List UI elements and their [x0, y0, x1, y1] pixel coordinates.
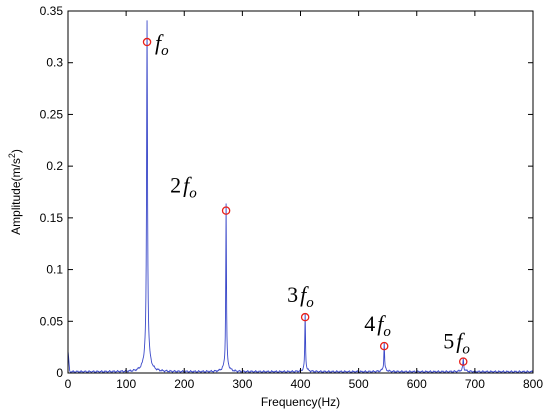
y-tick-label: 0.2 [46, 159, 63, 173]
peak-label-multiplier: 5 [443, 329, 454, 354]
axes-layer [67, 10, 534, 374]
peak-label-symbol: f [300, 282, 309, 307]
peak-label-5: 5fo [443, 329, 470, 358]
peak-marker-3 [300, 312, 310, 322]
x-tick-label: 300 [232, 377, 252, 391]
x-tick-label: 600 [407, 377, 427, 391]
spectrum-line [67, 20, 534, 374]
y-tick-layer: 0 0.05 0.1 0.15 0.2 0.25 0.3 0.35 [40, 4, 533, 380]
x-axis-title: Frequency(Hz) [261, 395, 340, 409]
plot-frame [67, 10, 534, 374]
peak-label-subscript: o [462, 342, 470, 358]
peak-label-symbol: f [377, 311, 386, 336]
peak-label-2: 2fo [170, 173, 197, 202]
y-axis-title-superscript: 2 [7, 153, 17, 158]
peak-marker-1 [142, 37, 152, 47]
x-tick-label: 100 [116, 377, 136, 391]
peak-label-multiplier: 4 [364, 311, 375, 336]
y-tick-label: 0.05 [40, 314, 64, 328]
peak-label-symbol: f [456, 329, 465, 354]
peak-marker-4 [379, 341, 389, 351]
peak-marker-5 [458, 357, 468, 366]
peak-label-multiplier: 2 [170, 173, 181, 198]
peak-label-subscript: o [306, 295, 314, 311]
spectrum-line-layer [67, 20, 534, 374]
peak-label-subscript: o [161, 43, 169, 59]
peak-label-4: 4fo [364, 311, 391, 340]
y-axis-title: Amplitude(m/s2) [7, 149, 23, 235]
y-tick-label: 0.15 [40, 211, 64, 225]
y-tick-label: 0.35 [40, 4, 64, 18]
y-tick-label: 0.1 [46, 263, 63, 277]
peak-label-symbol: f [155, 30, 164, 55]
peak-marker-2 [221, 206, 231, 215]
peak-label-3: 3fo [287, 282, 314, 311]
y-axis-title-close: ) [9, 149, 23, 153]
peak-label-multiplier: 3 [287, 282, 298, 307]
x-tick-label: 400 [290, 377, 310, 391]
y-tick-label: 0.25 [40, 107, 64, 121]
peak-marker-layer [142, 37, 468, 366]
x-tick-label: 800 [523, 377, 543, 391]
x-tick-label: 700 [465, 377, 485, 391]
x-tick-label: 0 [65, 377, 72, 391]
x-tick-layer: 0 100 200 300 400 500 600 700 800 [65, 11, 543, 391]
peak-label-subscript: o [189, 186, 197, 202]
y-axis-title-main: Amplitude(m/s [9, 158, 23, 235]
x-tick-label: 200 [174, 377, 194, 391]
peak-label-symbol: f [183, 173, 192, 198]
y-tick-label: 0.3 [46, 56, 63, 70]
y-tick-label: 0 [56, 366, 63, 380]
peak-label-subscript: o [383, 324, 391, 340]
peak-label-1: fo [155, 30, 169, 59]
x-tick-label: 500 [349, 377, 369, 391]
